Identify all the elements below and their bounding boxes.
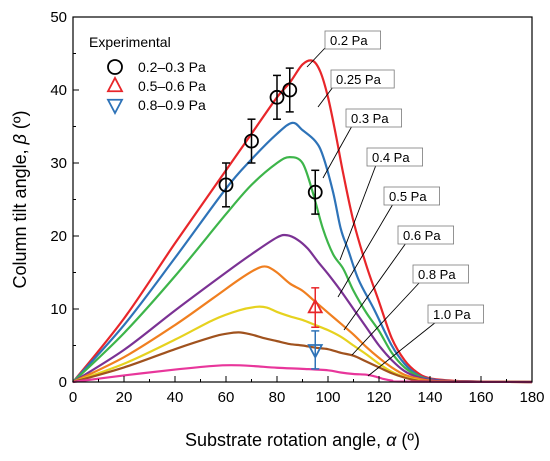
ticks-layer: 0 20 40 60 80 100 120 140 160 180 0 10 20 30 40 50 — [50, 9, 544, 406]
y-tick-label: 20 — [50, 228, 67, 245]
series-line-0-4-pa — [72, 233, 533, 384]
legend: Experimental 0.2–0.3 Pa 0.5–0.6 Pa 0.8–0.9 … — [89, 34, 206, 115]
legend-marker-0-5-0-6-pa — [106, 76, 124, 93]
callout-layer: 0.2 Pa 0.25 Pa 0.3 Pa 0.4 Pa 0.5 Pa 0.6 Pa 0.8… — [306, 30, 484, 377]
x-tick-label: 60 — [218, 389, 235, 406]
callout-label-0-4-pa: 0.4 Pa — [372, 150, 410, 165]
legend-marker-0-2-0-3-pa — [107, 59, 123, 75]
x-tick-label: 120 — [366, 389, 391, 406]
data-point-0-2-0-3-pa — [244, 133, 259, 149]
callout-box-1-0-pa — [427, 304, 484, 324]
series-line-0-3-pa — [72, 156, 533, 384]
data-point-0-8-0-9-pa — [307, 344, 324, 360]
legend-label-0-2-0-3-pa: 0.2–0.3 Pa — [138, 59, 206, 75]
y-tick-label: 10 — [50, 301, 67, 318]
callout-leader-0-2-pa — [306, 47, 326, 68]
y-tick-label: 0 — [59, 374, 67, 391]
series-line-0-2-pa — [72, 59, 533, 384]
x-tick-label: 80 — [269, 389, 286, 406]
x-tick-label: 0 — [69, 389, 77, 406]
data-point-0-5-0-6-pa — [307, 298, 324, 314]
callout-label-1-0-pa: 1.0 Pa — [433, 307, 471, 322]
callout-leader-0-3-pa — [322, 125, 353, 179]
callout-leader-0-25-pa — [317, 86, 334, 108]
callout-label-0-8-pa: 0.8 Pa — [418, 267, 456, 282]
legend-title: Experimental — [89, 34, 171, 50]
callout-label-0-2-pa: 0.2 Pa — [330, 33, 368, 48]
y-axis-title: Column tilt angle, β (º) — [10, 111, 30, 289]
legend-label-0-5-0-6-pa: 0.5–0.6 Pa — [138, 78, 206, 94]
callout-label-0-5-pa: 0.5 Pa — [389, 189, 427, 204]
data-point-0-2-0-3-pa — [282, 82, 298, 98]
callout-leader-1-0-pa — [367, 321, 437, 377]
callout-label-0-3-pa: 0.3 Pa — [351, 111, 389, 126]
y-tick-label: 40 — [50, 82, 67, 99]
experimental-layer — [218, 67, 324, 370]
x-tick-label: 160 — [468, 389, 493, 406]
callout-box-0-6-pa — [397, 225, 454, 245]
legend-label-0-8-0-9-pa: 0.8–0.9 Pa — [138, 97, 206, 113]
callout-label-0-6-pa: 0.6 Pa — [403, 228, 441, 243]
callout-box-0-3-pa — [345, 108, 402, 128]
callout-leader-0-5-pa — [337, 203, 394, 298]
y-tick-label: 50 — [50, 9, 67, 26]
series-line-1-0-pa — [72, 364, 533, 384]
callout-leader-0-4-pa — [339, 164, 377, 261]
callout-box-0-2-pa — [324, 30, 381, 50]
series-line-0-5-pa — [72, 265, 533, 384]
x-axis-title: Substrate rotation angle, α (º) — [185, 430, 420, 450]
callout-box-0-25-pa — [330, 69, 395, 89]
callout-leader-0-6-pa — [343, 242, 407, 331]
y-tick-label: 30 — [50, 155, 67, 172]
legend-marker-0-8-0-9-pa — [106, 98, 124, 115]
callout-box-0-8-pa — [412, 264, 469, 284]
x-tick-label: 40 — [167, 389, 184, 406]
callout-label-0-25-pa: 0.25 Pa — [336, 72, 382, 87]
callout-box-0-5-pa — [383, 186, 440, 206]
data-point-0-2-0-3-pa — [307, 184, 323, 200]
x-tick-label: 100 — [315, 389, 340, 406]
data-point-0-2-0-3-pa — [269, 89, 285, 105]
plot-area: 0.2 Pa 0.25 Pa 0.3 Pa 0.4 Pa 0.5 Pa 0.6 Pa 0.8… — [72, 30, 533, 384]
series-line-0-8-pa — [72, 331, 533, 384]
callout-leader-0-8-pa — [351, 281, 421, 356]
x-tick-label: 180 — [519, 389, 544, 406]
callout-box-0-4-pa — [366, 147, 423, 167]
x-tick-label: 20 — [116, 389, 133, 406]
x-tick-label: 140 — [417, 389, 442, 406]
data-point-0-2-0-3-pa — [218, 177, 234, 193]
